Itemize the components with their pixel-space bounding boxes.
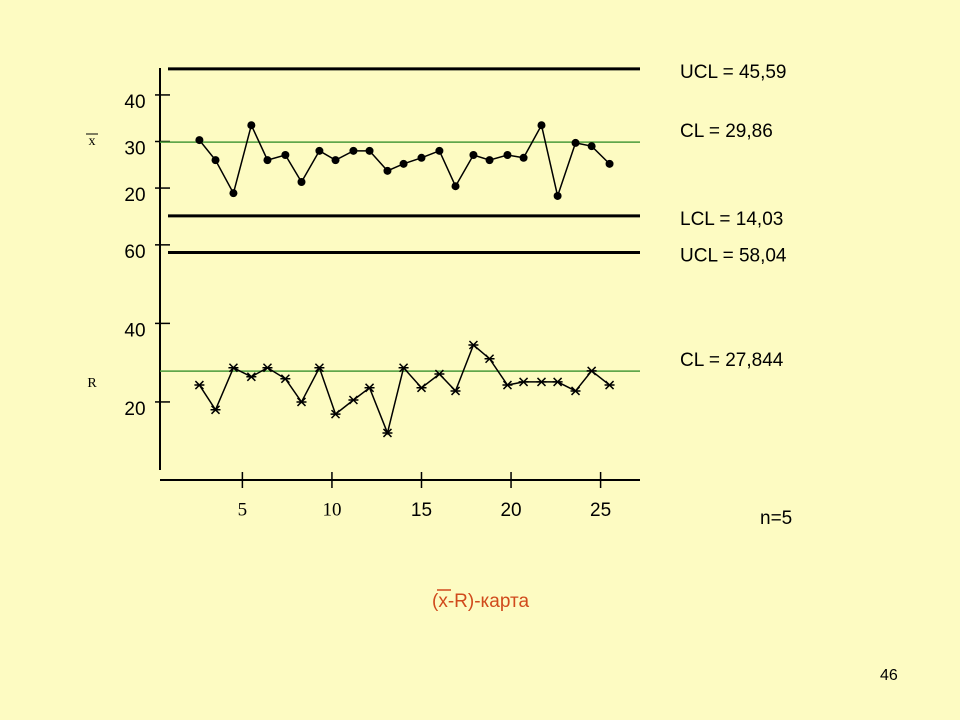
point: [211, 156, 220, 165]
point: [570, 386, 581, 396]
point: [228, 363, 239, 373]
y-tick-label: 60: [124, 242, 145, 263]
y-axis-label: x: [89, 134, 96, 149]
x-tick-label: 20: [500, 500, 521, 521]
point: [210, 405, 221, 415]
point: [451, 182, 460, 191]
point: [348, 395, 359, 405]
point: [586, 366, 597, 376]
point: [263, 156, 272, 165]
point: [229, 189, 238, 198]
point: [281, 151, 290, 160]
control-line-label: CL = 29,86: [680, 121, 773, 142]
control-line-label: UCL = 45,59: [680, 62, 787, 83]
y-tick-label: 20: [124, 185, 145, 206]
point: [349, 146, 358, 155]
point: [537, 121, 546, 130]
point: [485, 156, 494, 165]
point: [518, 377, 529, 387]
point: [330, 409, 341, 419]
point: [331, 156, 340, 165]
point: [382, 428, 393, 438]
point: [605, 159, 614, 168]
x-tick-label: 5: [238, 499, 248, 520]
point: [365, 146, 374, 155]
point: [247, 121, 256, 130]
caption: (x-R)-карта: [432, 591, 529, 612]
point: [383, 166, 392, 175]
point: [503, 151, 512, 160]
point: [417, 153, 426, 162]
point: [195, 136, 204, 145]
point: [552, 377, 563, 387]
x-tick-label: 15: [411, 500, 432, 521]
y-axis-label: R: [87, 376, 97, 391]
point: [246, 372, 257, 382]
point: [502, 380, 513, 390]
point: [280, 374, 291, 384]
point: [398, 363, 409, 373]
point: [399, 159, 408, 168]
point: [194, 380, 205, 390]
point: [468, 340, 479, 350]
y-tick-label: 40: [124, 92, 145, 113]
y-tick-label: 20: [124, 399, 145, 420]
point: [435, 146, 444, 155]
point: [315, 146, 324, 155]
point: [604, 380, 615, 390]
point: [519, 153, 528, 162]
point: [450, 386, 461, 396]
point: [364, 383, 375, 393]
x-tick-label: 10: [322, 499, 341, 520]
point: [484, 354, 495, 364]
point: [416, 383, 427, 393]
point: [469, 151, 478, 160]
point: [536, 377, 547, 387]
control-line-label: UCL = 58,04: [680, 246, 787, 267]
sample-size: n=5: [760, 508, 792, 529]
point: [587, 142, 596, 151]
y-tick-label: 40: [124, 320, 145, 341]
page-number: 46: [880, 667, 898, 684]
x-tick-label: 25: [590, 500, 611, 521]
point: [314, 363, 325, 373]
control-line-label: LCL = 14,03: [680, 209, 783, 230]
point: [296, 397, 307, 407]
point: [553, 191, 562, 200]
point: [262, 363, 273, 373]
y-tick-label: 30: [124, 139, 145, 160]
point: [297, 178, 306, 187]
point: [434, 369, 445, 379]
control-line-label: CL = 27,844: [680, 350, 784, 371]
point: [571, 138, 580, 147]
